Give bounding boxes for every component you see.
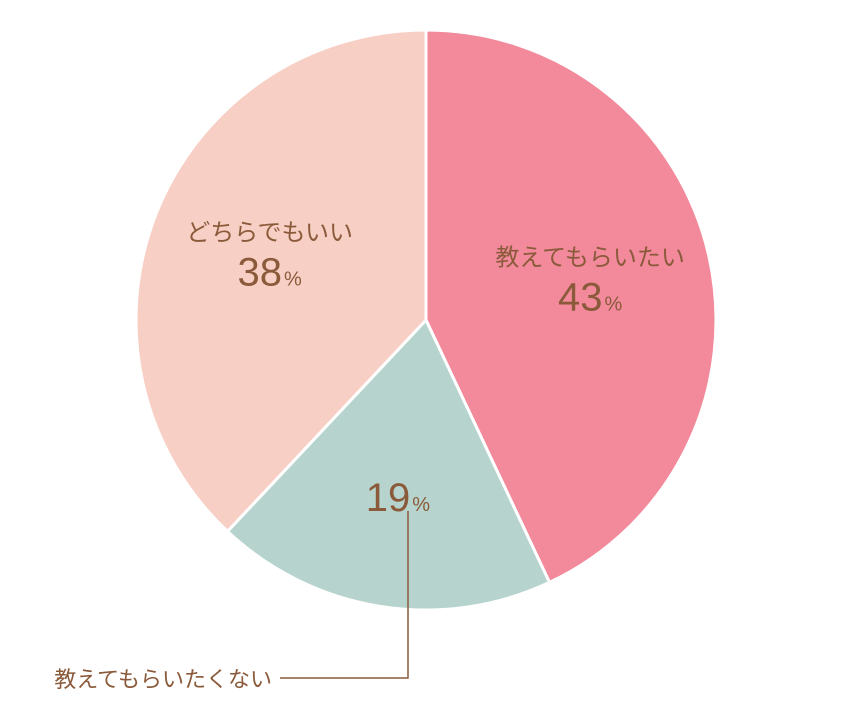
slice-label-2-value: 38 — [237, 250, 282, 294]
slice-label-2-pct: % — [284, 268, 302, 290]
slice-label-0: 教えてもらいたい 43% — [495, 245, 685, 322]
slice-label-0-text: 教えてもらいたい — [495, 245, 685, 274]
slice-label-0-value: 43 — [558, 276, 603, 320]
slice-label-2-text: どちらでもいい — [186, 220, 353, 249]
pie-chart-stage: 教えてもらいたい 43% 19% どちらでもいい 38% 教えてもらいたくない — [0, 0, 852, 711]
slice-label-0-pct: % — [604, 294, 622, 316]
slice-label-1-pct: % — [412, 494, 430, 516]
pie-svg — [0, 0, 852, 711]
slice-label-2: どちらでもいい 38% — [186, 220, 353, 297]
external-label-text: 教えてもらいたくない — [54, 667, 272, 692]
external-label-slice-1: 教えてもらいたくない — [54, 662, 272, 694]
slice-label-1: 19% — [366, 474, 430, 522]
slice-label-1-value: 19 — [366, 476, 411, 520]
